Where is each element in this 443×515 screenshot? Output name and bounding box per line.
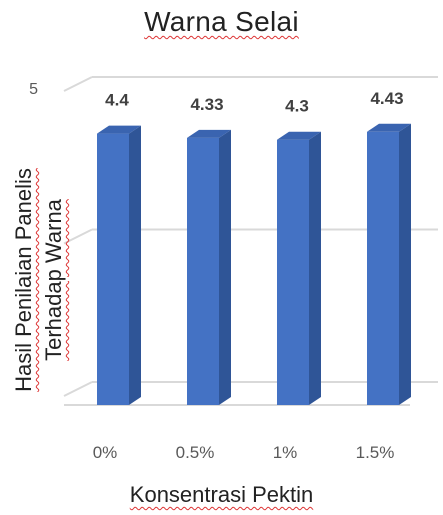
- y-tick-label: 5: [29, 81, 38, 98]
- bar: [367, 131, 399, 405]
- bar: [187, 137, 219, 405]
- x-tick-label: 1.5%: [356, 443, 395, 462]
- x-tick-label: 0%: [93, 443, 118, 462]
- bar-side: [129, 125, 141, 405]
- bar: [97, 133, 129, 405]
- chart-title: Warna Selai: [144, 6, 299, 37]
- gridline-depth: [63, 381, 93, 397]
- bar-top: [367, 123, 411, 132]
- gridline-depth: [63, 76, 93, 92]
- y-axis-label-line2: Terhadap Warna: [41, 199, 66, 361]
- x-axis-label: Konsentrasi Pektin: [129, 482, 314, 507]
- y-axis-label-line1: Hasil Penilaian Panelis: [11, 168, 36, 392]
- bar-side: [399, 123, 411, 406]
- gridline-depth: [63, 228, 93, 245]
- data-label: 4.3: [285, 97, 309, 116]
- data-label: 4.43: [370, 89, 403, 108]
- data-label: 4.4: [105, 91, 129, 110]
- bar-top: [277, 131, 321, 140]
- bar-side: [309, 131, 321, 405]
- bar-top: [187, 129, 231, 138]
- x-tick-label: 0.5%: [176, 443, 215, 462]
- x-tick-label: 1%: [273, 443, 298, 462]
- data-label: 4.33: [190, 95, 223, 114]
- bar: [277, 139, 309, 405]
- bar-top: [97, 125, 141, 134]
- y-axis-label: Hasil Penilaian Panelis Terhadap Warna: [9, 130, 79, 430]
- bar-side: [219, 129, 231, 405]
